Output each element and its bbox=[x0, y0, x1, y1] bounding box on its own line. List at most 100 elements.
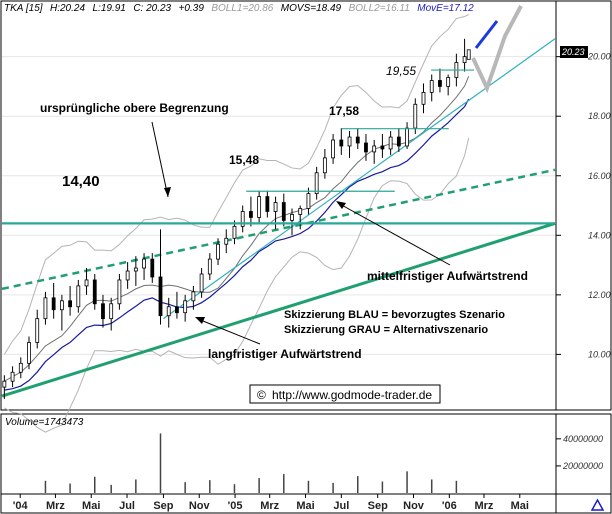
candle-2004-07-16 bbox=[133, 256, 138, 286]
header-boll2: BOLL2=16.11 bbox=[349, 3, 410, 14]
candle-2004-12-03 bbox=[216, 238, 220, 266]
candle-body bbox=[364, 142, 368, 153]
x-tick-label-4: Sep bbox=[153, 500, 173, 512]
candle-body bbox=[207, 258, 212, 275]
candle-2004-04-09 bbox=[76, 279, 81, 313]
candlesticks bbox=[2, 38, 471, 400]
candle-2005-12-02 bbox=[429, 74, 434, 102]
candle-2005-07-29 bbox=[355, 128, 360, 149]
x-tick-label-1: Mrz bbox=[46, 500, 65, 512]
bollinger-upper bbox=[3, 14, 469, 355]
volume-axis-frame bbox=[555, 413, 612, 495]
candle-body bbox=[257, 196, 262, 218]
x-tick-label-12: '06 bbox=[442, 500, 457, 512]
level-label-1440: 14,40 bbox=[62, 173, 100, 190]
candle-body bbox=[109, 303, 114, 320]
candle-2004-07-30 bbox=[142, 253, 146, 280]
candle-2005-07-01 bbox=[339, 128, 344, 155]
sketch-blue-note: Skizzierung BLAU = bevorzugtes Szenario bbox=[284, 309, 505, 321]
x-tick-label-7: Mrz bbox=[260, 500, 279, 512]
candle-2004-09-24 bbox=[175, 291, 179, 319]
candle-2005-01-28 bbox=[249, 196, 253, 227]
candle-2004-04-23 bbox=[84, 268, 89, 295]
moving-average-simple bbox=[4, 76, 470, 382]
candle-2005-12-30 bbox=[446, 74, 451, 96]
header-close: C: 20.23 bbox=[133, 3, 171, 14]
candle-body bbox=[68, 300, 72, 308]
candle-body bbox=[183, 300, 188, 314]
time-axis: '04 Mrz Mai Jul Sep Nov '05 Mrz Mai Jul Sep Nov '06 M… bbox=[13, 494, 529, 512]
candle-body bbox=[298, 208, 303, 215]
long-term-uptrend-line bbox=[1, 221, 556, 398]
candle-body bbox=[281, 202, 286, 221]
candle-body bbox=[429, 80, 434, 93]
candle-body bbox=[421, 91, 426, 105]
x-tick-label-8: Mai bbox=[296, 500, 314, 512]
scenario-blue-sketch bbox=[474, 20, 499, 49]
volume-panel-frame bbox=[0, 413, 557, 495]
volume-bars bbox=[44, 433, 458, 493]
upper-bound-label: ursprüngliche obere Begrenzung bbox=[40, 101, 229, 115]
candle-2005-02-11 bbox=[257, 190, 262, 224]
y-tick-label-16: 16.00 bbox=[588, 171, 611, 181]
x-tick-label-11: Nov bbox=[403, 500, 425, 512]
candle-body bbox=[101, 303, 105, 320]
candle-body bbox=[43, 297, 48, 320]
y-tick-label-12: 12.00 bbox=[588, 290, 611, 300]
candle-body bbox=[462, 56, 467, 64]
candle-body bbox=[27, 342, 31, 364]
upper-bound-arrow bbox=[151, 121, 169, 198]
candle-2004-07-02 bbox=[125, 262, 130, 289]
long-trend-label: langfristiger Aufwärtstrend bbox=[208, 347, 362, 361]
x-tick-label-0: '04 bbox=[13, 500, 29, 512]
candle-2003-12-05 bbox=[2, 375, 7, 400]
corner-logo bbox=[590, 498, 605, 511]
candle-2004-06-04 bbox=[109, 297, 114, 331]
header-movs: MOVS=18.49 bbox=[281, 3, 342, 14]
mid-trend-arrow bbox=[337, 202, 451, 266]
long-trend-arrow bbox=[197, 318, 261, 345]
candle-body bbox=[240, 211, 245, 227]
source-url[interactable]: http://www.godmode-trader.de bbox=[272, 388, 432, 402]
candle-2005-08-12 bbox=[364, 134, 368, 161]
candle-2004-02-13 bbox=[43, 291, 48, 325]
upper-bound-arrowhead bbox=[164, 187, 171, 197]
x-tick-label-2: Mai bbox=[82, 500, 100, 512]
x-tick-label-6: '05 bbox=[228, 500, 243, 512]
y-tick-label-14: 14.00 bbox=[588, 230, 611, 240]
last-price-value: 20.23 bbox=[561, 47, 585, 57]
candle-2005-02-25 bbox=[265, 190, 270, 218]
price-panel-frame bbox=[0, 0, 557, 411]
header-low: L:19.91 bbox=[92, 3, 125, 14]
candle-body bbox=[273, 202, 278, 212]
candle-body bbox=[322, 157, 327, 174]
candle-2004-08-27 bbox=[158, 229, 163, 325]
source-box bbox=[249, 384, 441, 404]
candle-body bbox=[142, 258, 146, 269]
horizontal-levels bbox=[2, 69, 555, 225]
candle-body bbox=[339, 139, 344, 147]
volume-tick-label-40000000: 40000000 bbox=[563, 434, 603, 444]
candle-2006-01-27 bbox=[462, 38, 467, 72]
candle-body bbox=[249, 211, 253, 218]
volume-tick-label-20000000: 20000000 bbox=[562, 461, 603, 471]
candle-body bbox=[438, 80, 442, 87]
price-axis-frame bbox=[555, 0, 612, 411]
last-price-badge bbox=[560, 46, 588, 58]
candle-2004-01-16 bbox=[27, 336, 31, 370]
candle-body bbox=[175, 306, 179, 314]
candle-2004-03-12 bbox=[59, 294, 64, 331]
header-high: H:20.24 bbox=[50, 3, 85, 14]
volume-header: Volume=1743473 bbox=[5, 417, 84, 428]
sketch-grey-note: Skizzierung GRAU = Alternativszenario bbox=[284, 324, 488, 336]
y-tick-label-18: 18.00 bbox=[588, 111, 611, 121]
candle-body bbox=[117, 279, 122, 305]
candle-body bbox=[355, 136, 360, 144]
candle-2004-03-26 bbox=[68, 285, 72, 316]
candle-2004-06-18 bbox=[117, 274, 122, 310]
long-trend-arrowhead bbox=[195, 317, 205, 324]
candle-2005-12-16 bbox=[438, 68, 442, 93]
x-tick-label-9: Jul bbox=[333, 500, 349, 512]
y-tick-label-20: 20.00 bbox=[587, 52, 611, 62]
